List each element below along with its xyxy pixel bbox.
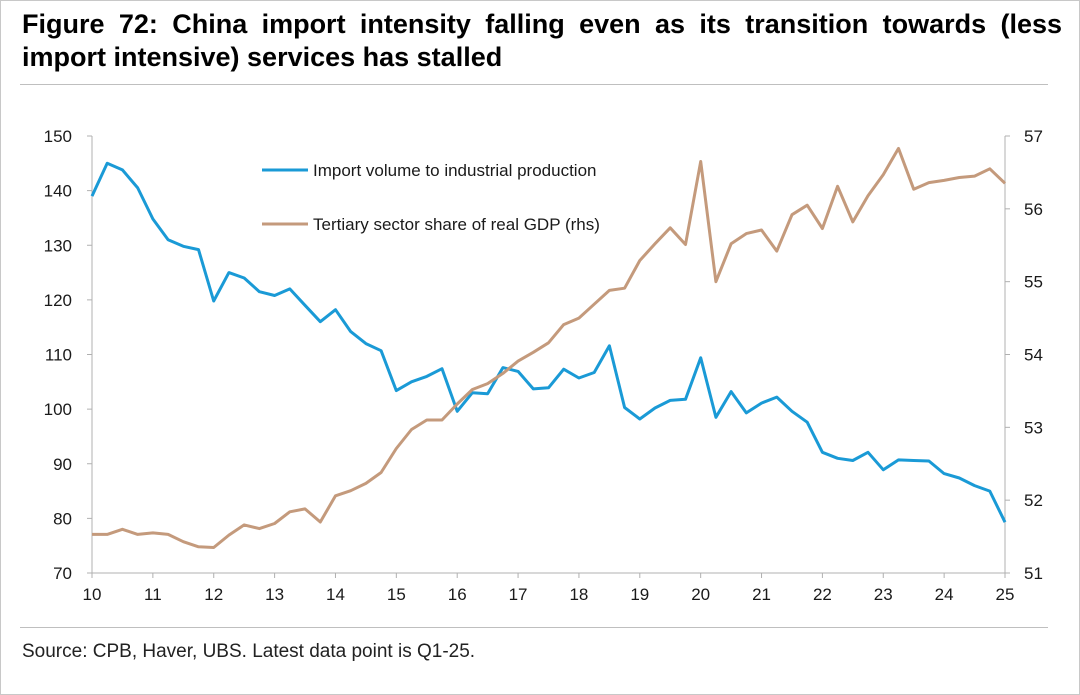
- left-tick-label: 140: [44, 182, 72, 201]
- chart-axes: [91, 136, 1006, 574]
- x-tick-label: 13: [265, 585, 284, 604]
- source-divider: [20, 627, 1048, 628]
- figure-title: Figure 72: China import intensity fallin…: [22, 9, 1062, 72]
- right-tick-label: 54: [1024, 346, 1043, 365]
- right-tick-label: 53: [1024, 418, 1043, 437]
- x-tick-label: 10: [83, 585, 102, 604]
- x-tick-label: 21: [752, 585, 771, 604]
- title-divider: [20, 84, 1048, 85]
- right-tick-label: 51: [1024, 564, 1043, 583]
- legend-tertiary-share-label: Tertiary sector share of real GDP (rhs): [313, 215, 600, 234]
- left-axis-ticks: 70 80 90 100 110 120 130 140 150: [44, 127, 92, 583]
- x-tick-label: 23: [874, 585, 893, 604]
- import-volume-series-line: [90, 161, 1007, 523]
- left-tick-label: 130: [44, 236, 72, 255]
- x-tick-label: 20: [691, 585, 710, 604]
- right-tick-label: 56: [1024, 200, 1043, 219]
- tertiary-share-series-line: [92, 146, 1007, 549]
- left-tick-label: 110: [45, 346, 72, 365]
- x-tick-label: 19: [630, 585, 649, 604]
- x-tick-label: 14: [326, 585, 345, 604]
- left-tick-label: 70: [53, 564, 72, 583]
- series-layer: [90, 146, 1007, 549]
- x-axis-ticks: 10 11 12 13 14 15 16 17 18 19 20 21 22 23 24 25: [83, 573, 1015, 604]
- x-tick-label: 16: [448, 585, 467, 604]
- right-tick-label: 55: [1024, 273, 1043, 292]
- right-tick-label: 57: [1024, 127, 1043, 146]
- x-tick-label: 11: [144, 585, 162, 604]
- x-tick-label: 12: [204, 585, 223, 604]
- left-tick-label: 80: [53, 509, 72, 528]
- left-tick-label: 120: [44, 291, 72, 310]
- left-tick-label: 90: [53, 455, 72, 474]
- x-tick-label: 22: [813, 585, 832, 604]
- source-note: Source: CPB, Haver, UBS. Latest data poi…: [22, 641, 476, 662]
- x-tick-label: 15: [387, 585, 406, 604]
- x-tick-label: 24: [935, 585, 954, 604]
- right-axis-ticks: 51 52 53 54 55 56 57: [1005, 127, 1043, 583]
- x-tick-label: 17: [509, 585, 528, 604]
- legend-import-volume-label: Import volume to industrial production: [313, 161, 596, 180]
- x-tick-label: 25: [996, 585, 1015, 604]
- legend: Import volume to industrial production Te…: [262, 161, 600, 234]
- left-tick-label: 100: [44, 400, 72, 419]
- x-tick-label: 18: [569, 585, 588, 604]
- right-tick-label: 52: [1024, 491, 1043, 510]
- left-tick-label: 150: [44, 127, 72, 146]
